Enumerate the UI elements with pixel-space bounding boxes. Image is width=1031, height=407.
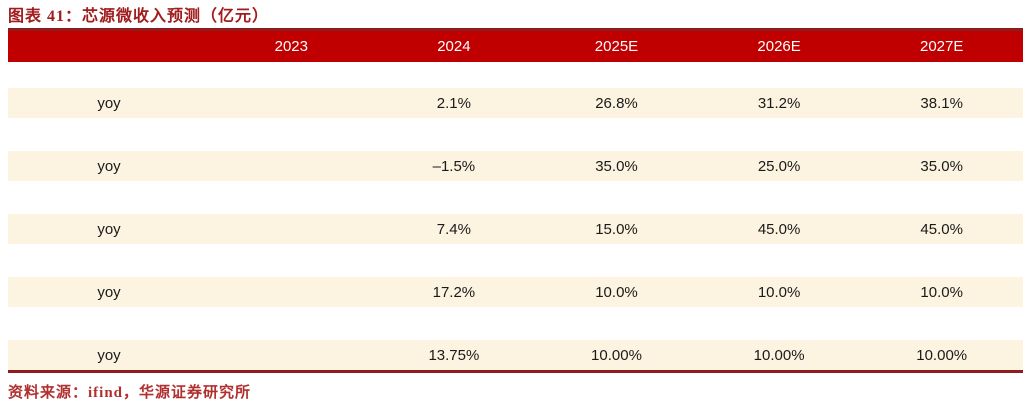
cell-value: 26.8% (595, 94, 638, 112)
table-row: yoy –1.5% 35.0% 25.0% 35.0% (8, 151, 1023, 181)
forecast-table: 2023 2024 2025E 2026E 2027E yoy 2.1% 26.… (8, 28, 1023, 373)
cell-value: 10.00% (916, 346, 968, 364)
table-row: yoy 17.2% 10.0% 10.0% 10.0% (8, 277, 1023, 307)
cell-value: 45.0% (757, 220, 801, 238)
cell-value: 35.0% (920, 157, 963, 175)
row-label: yoy (97, 283, 121, 301)
cell-value: 7.4% (436, 220, 471, 238)
cell-value: 38.1% (920, 94, 963, 112)
cell-value: 45.0% (920, 220, 963, 238)
cell-value: –1.5% (432, 157, 476, 175)
header-cell-2025e: 2025E (594, 38, 639, 55)
figure-title: 图表 41：芯源微收入预测（亿元） (8, 8, 270, 25)
cell-value: 15.0% (595, 220, 638, 238)
header-cell-2023: 2023 (274, 38, 308, 55)
cell-value: 35.0% (595, 157, 638, 175)
cell-value: 10.0% (595, 283, 638, 301)
table-row: yoy 13.75% 10.00% 10.00% 10.00% (8, 340, 1023, 370)
cell-value: 10.0% (920, 283, 963, 301)
row-label: yoy (97, 346, 121, 364)
header-cell-2027e: 2027E (920, 38, 964, 55)
cell-value: 10.00% (753, 346, 805, 364)
cell-value: 2.1% (436, 94, 471, 112)
table-header-row: 2023 2024 2025E 2026E 2027E (8, 28, 1023, 62)
row-label: yoy (97, 220, 121, 238)
cell-value: 25.0% (757, 157, 801, 175)
cell-value: 31.2% (757, 94, 801, 112)
cell-value: 17.2% (432, 283, 476, 301)
table-bottom-rule (8, 370, 1023, 373)
header-cell-2026e: 2026E (757, 38, 801, 55)
table-row: yoy 7.4% 15.0% 45.0% 45.0% (8, 214, 1023, 244)
header-cell-2024: 2024 (437, 38, 471, 55)
source-note: 资料来源：ifind，华源证券研究所 (8, 385, 252, 401)
cell-value: 13.75% (428, 346, 480, 364)
cell-value: 10.00% (591, 346, 642, 364)
table-row: yoy 2.1% 26.8% 31.2% 38.1% (8, 88, 1023, 118)
row-label: yoy (97, 94, 121, 112)
row-label: yoy (97, 157, 121, 175)
cell-value: 10.0% (757, 283, 801, 301)
